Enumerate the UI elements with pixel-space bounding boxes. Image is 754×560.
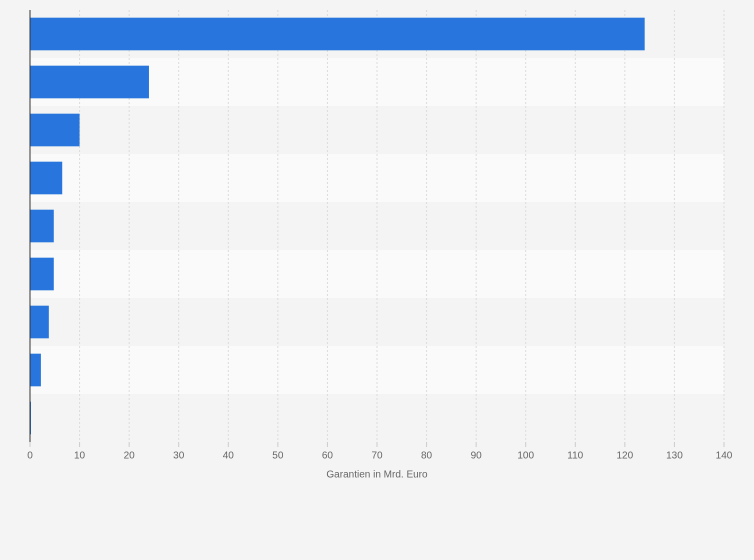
bars [30, 17, 645, 435]
bar [30, 161, 63, 195]
x-tick-label: 120 [617, 451, 634, 462]
x-tick-label: 60 [322, 451, 334, 462]
x-tick-label: 80 [421, 451, 433, 462]
x-tick-label: 30 [173, 451, 185, 462]
x-tick-label: 140 [716, 451, 733, 462]
x-axis-label: Garantien in Mrd. Euro [326, 470, 428, 481]
bar [30, 305, 49, 339]
x-tick-label: 10 [74, 451, 86, 462]
bar [30, 353, 41, 387]
x-tick-label: 20 [124, 451, 136, 462]
bar [30, 65, 149, 99]
bar [30, 17, 645, 51]
x-tick-label: 40 [223, 451, 235, 462]
x-tick-label: 100 [517, 451, 534, 462]
x-tick-label: 90 [471, 451, 483, 462]
bar [30, 113, 80, 147]
x-tick-label: 0 [27, 451, 33, 462]
bar [30, 257, 54, 291]
bar [30, 209, 54, 243]
x-tick-label: 50 [272, 451, 284, 462]
x-tick-label: 110 [567, 451, 583, 462]
x-tick-label: 70 [371, 451, 383, 462]
x-tick-label: 130 [666, 451, 683, 462]
